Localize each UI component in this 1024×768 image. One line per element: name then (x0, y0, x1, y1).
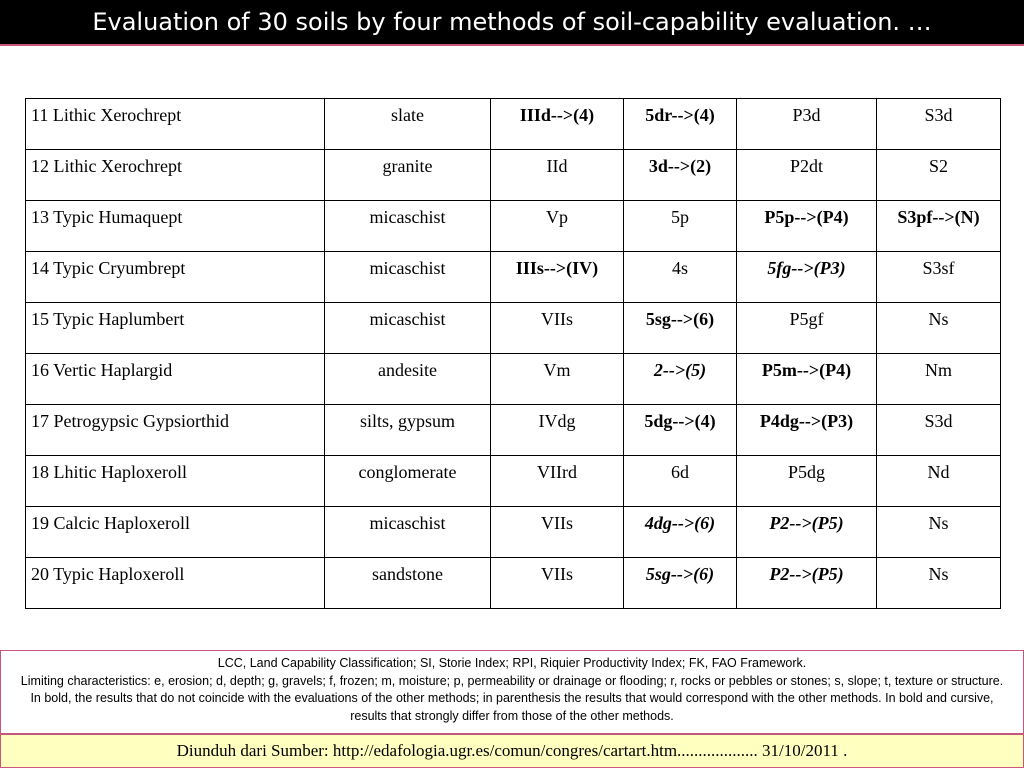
soil-cell: 18 Lhitic Haploxeroll (25, 455, 325, 507)
fk-cell: Ns (876, 557, 1001, 609)
rock-cell: conglomerate (324, 455, 491, 507)
si-cell: 5p (623, 200, 737, 252)
rpi-cell: 5fg-->(P3) (736, 251, 877, 303)
rock-cell: silts, gypsum (324, 404, 491, 456)
soil-cell: 11 Lithic Xerochrept (25, 98, 325, 150)
lcc-cell: VIIrd (490, 455, 624, 507)
si-cell: 5dg-->(4) (623, 404, 737, 456)
rock-cell: granite (324, 149, 491, 201)
si-cell: 2-->(5) (623, 353, 737, 405)
table-row: 20 Typic Haploxeroll sandstone VIIs 5sg-… (25, 557, 1001, 609)
abbreviations-note: LCC, Land Capability Classification; SI,… (217, 656, 807, 670)
fk-cell: Ns (876, 302, 1001, 354)
table-row: 16 Vertic Haplargid andesite Vm 2-->(5) … (25, 353, 1001, 405)
rpi-cell: P2-->(P5) (736, 506, 877, 558)
table-row: 13 Typic Humaquept micaschist Vp 5p P5p-… (25, 200, 1001, 252)
rock-cell: sandstone (324, 557, 491, 609)
table-footnote: LCC, Land Capability Classification; SI,… (0, 650, 1024, 734)
si-cell: 5sg-->(6) (623, 557, 737, 609)
rock-cell: micaschist (324, 251, 491, 303)
lcc-cell: VIIs (490, 557, 624, 609)
rpi-cell: P2-->(P5) (736, 557, 877, 609)
fk-cell: S3d (876, 404, 1001, 456)
rpi-cell: P4dg-->(P3) (736, 404, 877, 456)
table-row: 15 Typic Haplumbert micaschist VIIs 5sg-… (25, 302, 1001, 354)
table-row: 12 Lithic Xerochrept granite IId 3d-->(2… (25, 149, 1001, 201)
soil-cell: 19 Calcic Haploxeroll (25, 506, 325, 558)
fk-cell: S3pf-->(N) (876, 200, 1001, 252)
soil-cell: 20 Typic Haploxeroll (25, 557, 325, 609)
rock-cell: andesite (324, 353, 491, 405)
lcc-cell: Vp (490, 200, 624, 252)
rock-cell: micaschist (324, 302, 491, 354)
lcc-cell: IIIs-->(IV) (490, 251, 624, 303)
table-row: 14 Typic Cryumbrept micaschist IIIs-->(I… (25, 251, 1001, 303)
rock-cell: slate (324, 98, 491, 150)
slide-title: Evaluation of 30 soils by four methods o… (0, 0, 1024, 46)
si-cell: 6d (623, 455, 737, 507)
fk-cell: Nd (876, 455, 1001, 507)
si-cell: 3d-->(2) (623, 149, 737, 201)
lcc-cell: IIId-->(4) (490, 98, 624, 150)
rpi-cell: P3d (736, 98, 877, 150)
limiting-characteristics-note: Limiting characteristics: e, erosion; d,… (20, 673, 1004, 723)
si-cell: 4dg-->(6) (623, 506, 737, 558)
lcc-cell: VIIs (490, 506, 624, 558)
soil-cell: 15 Typic Haplumbert (25, 302, 325, 354)
source-citation: Diunduh dari Sumber: http://edafologia.u… (0, 734, 1024, 768)
si-cell: 4s (623, 251, 737, 303)
rpi-cell: P5dg (736, 455, 877, 507)
lcc-cell: IId (490, 149, 624, 201)
soil-cell: 16 Vertic Haplargid (25, 353, 325, 405)
rock-cell: micaschist (324, 200, 491, 252)
lcc-cell: VIIs (490, 302, 624, 354)
lcc-cell: Vm (490, 353, 624, 405)
fk-cell: S3d (876, 98, 1001, 150)
table-row: 17 Petrogypsic Gypsiorthid silts, gypsum… (25, 404, 1001, 456)
lcc-cell: IVdg (490, 404, 624, 456)
soil-cell: 12 Lithic Xerochrept (25, 149, 325, 201)
table-row: 19 Calcic Haploxeroll micaschist VIIs 4d… (25, 506, 1001, 558)
si-cell: 5sg-->(6) (623, 302, 737, 354)
soil-cell: 13 Typic Humaquept (25, 200, 325, 252)
table-row: 11 Lithic Xerochrept slate IIId-->(4) 5d… (25, 98, 1001, 150)
fk-cell: Ns (876, 506, 1001, 558)
soil-cell: 17 Petrogypsic Gypsiorthid (25, 404, 325, 456)
soil-cell: 14 Typic Cryumbrept (25, 251, 325, 303)
fk-cell: S3sf (876, 251, 1001, 303)
rock-cell: micaschist (324, 506, 491, 558)
fk-cell: Nm (876, 353, 1001, 405)
rpi-cell: P2dt (736, 149, 877, 201)
fk-cell: S2 (876, 149, 1001, 201)
table-row: 18 Lhitic Haploxeroll conglomerate VIIrd… (25, 455, 1001, 507)
soil-evaluation-table: 11 Lithic Xerochrept slate IIId-->(4) 5d… (25, 98, 1001, 609)
rpi-cell: P5m-->(P4) (736, 353, 877, 405)
rpi-cell: P5gf (736, 302, 877, 354)
rpi-cell: P5p-->(P4) (736, 200, 877, 252)
si-cell: 5dr-->(4) (623, 98, 737, 150)
